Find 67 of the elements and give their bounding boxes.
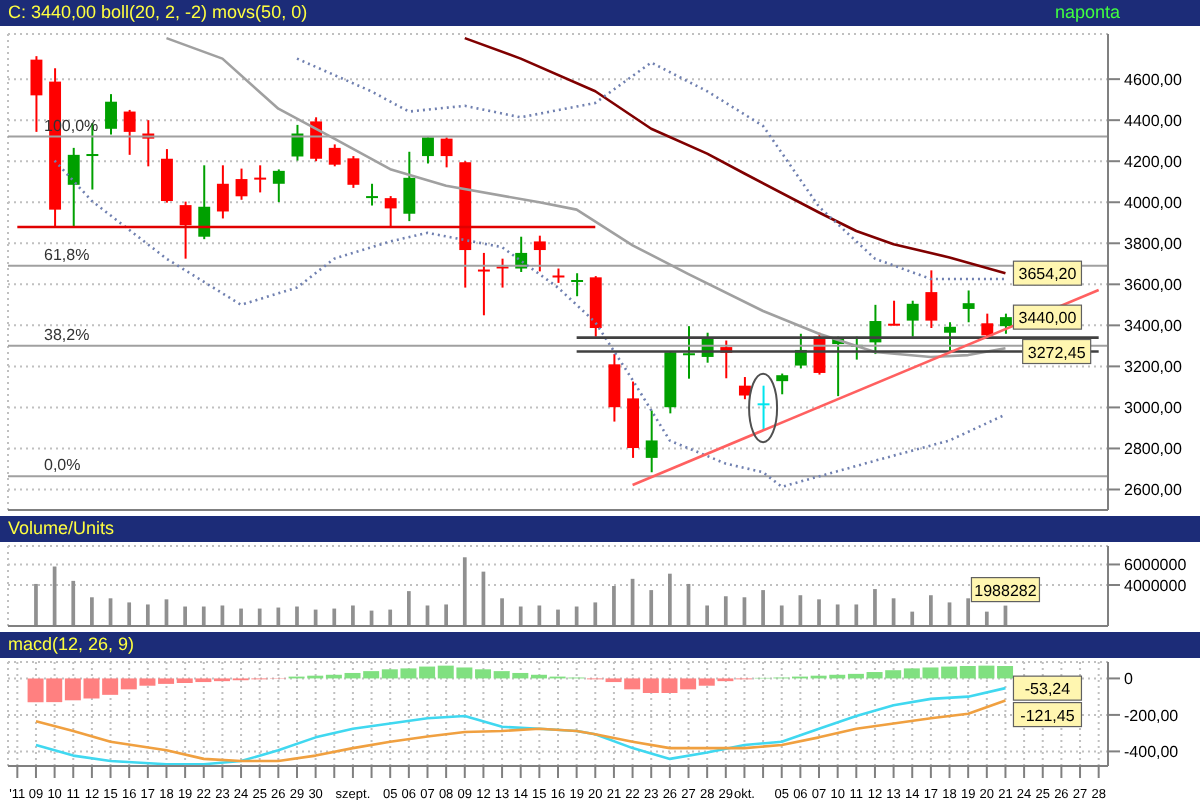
data-label: -53,24 [1024,680,1072,699]
chart-subtitle: naponta [1054,0,1120,26]
candlestick [608,353,621,423]
y-tick-label: 3600,00 [1124,275,1183,294]
candlestick [925,269,938,330]
candlestick [30,55,43,133]
candlestick [123,108,136,156]
candlestick [366,182,378,207]
y-tick-label: 6000000 [1124,556,1188,575]
y-tick-label: 2600,00 [1124,481,1183,500]
candlestick [981,312,994,338]
candlestick [906,299,919,338]
line-series [295,57,1007,281]
y-tick-label: 0 [1124,670,1134,689]
data-label: 3272,45 [1027,343,1087,362]
candlestick [683,325,695,380]
y-tick-label: 3800,00 [1124,234,1183,253]
candlestick [571,272,584,298]
candlestick [179,200,192,260]
chart-title: C: 3440,00 boll(20, 2, -2) movs(50, 0) [8,0,308,26]
candlestick [477,251,490,317]
data-label: 3654,20 [1018,265,1078,284]
candlestick [962,289,975,324]
candlestick [645,409,658,474]
y-tick-label: -400,00 [1124,743,1180,762]
candlestick [757,384,770,432]
candlestick [440,136,453,169]
y-tick-label: 2800,00 [1124,440,1183,459]
candlestick [533,234,546,273]
line-series [34,686,1007,766]
y-tick-label: 4600,00 [1124,70,1183,89]
candlestick [422,136,434,165]
y-tick-label: 3000,00 [1124,399,1183,418]
candlestick [272,168,285,204]
candlestick [198,164,211,241]
candlestick [888,299,901,327]
candlestick [235,167,248,201]
candlestick [944,321,956,351]
candlestick [347,155,360,189]
y-tick-label: 4000,00 [1124,193,1183,212]
annotation: 3440,00 [1018,309,1078,328]
y-tick-label: 3200,00 [1124,358,1183,377]
line-series [463,36,1007,275]
candlestick [254,164,267,194]
candlestick [328,143,341,168]
candlestick [105,93,117,136]
y-tick-label: 4400,00 [1124,111,1183,130]
chart-title: macd(12, 26, 9) [8,632,135,658]
data-label: -121,45 [1020,706,1076,725]
line-series [34,699,1007,763]
y-tick-label: 3400,00 [1124,317,1183,336]
y-tick-label: 4200,00 [1124,152,1183,171]
candlestick [216,164,229,220]
y-tick-label: -200,00 [1124,706,1180,725]
candlestick [999,312,1012,335]
data-label: 1988282 [974,581,1038,600]
candlestick [161,148,173,204]
candlestick [384,195,397,229]
y-tick-label: 4000000 [1124,576,1188,595]
candlestick [67,146,80,229]
annotation: 61,8% [44,245,90,264]
candlestick [403,150,416,223]
candlestick [738,376,751,401]
candlestick [776,372,789,396]
annotation: 0,0% [44,456,81,475]
annotation: 38,2% [44,325,90,344]
chart-title: Volume/Units [8,516,115,542]
